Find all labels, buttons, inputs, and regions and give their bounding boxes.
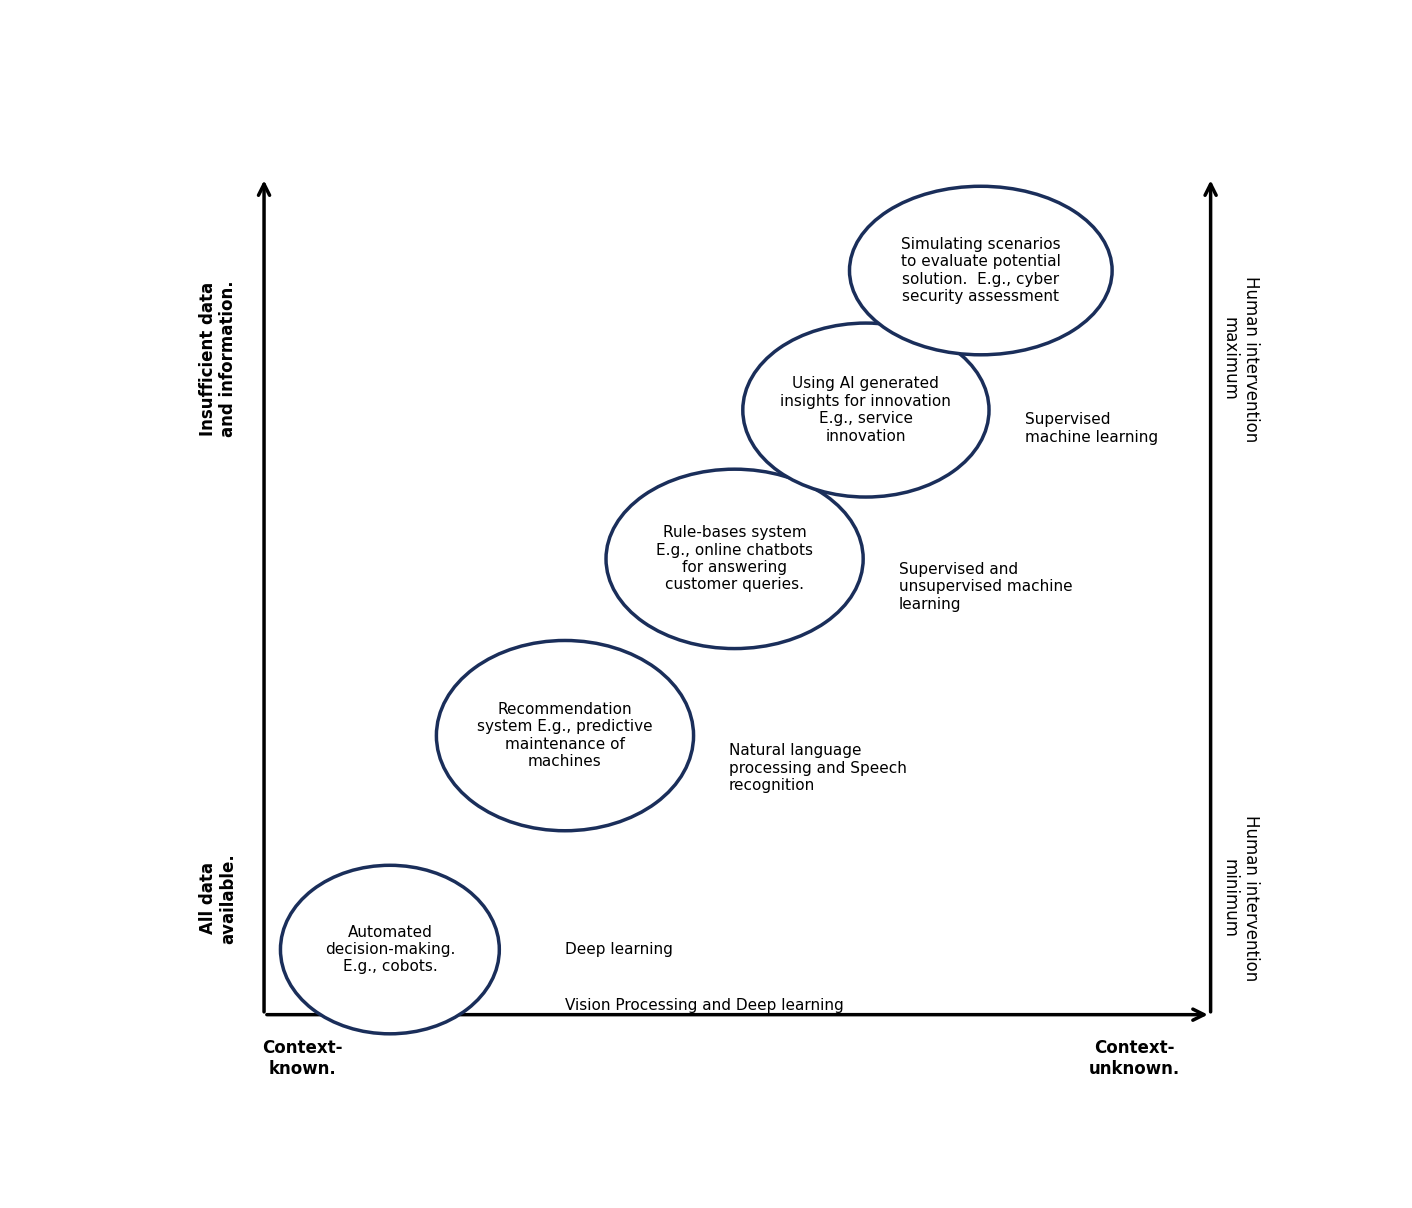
Text: Context-
unknown.: Context- unknown. xyxy=(1089,1039,1179,1078)
Text: Human intervention
minimum: Human intervention minimum xyxy=(1221,815,1260,982)
Text: Deep learning: Deep learning xyxy=(565,942,674,957)
Text: Human intervention
maximum: Human intervention maximum xyxy=(1221,275,1260,442)
Text: Simulating scenarios
to evaluate potential
solution.  E.g., cyber
security asses: Simulating scenarios to evaluate potenti… xyxy=(901,237,1060,304)
Ellipse shape xyxy=(850,186,1113,355)
Text: Rule-bases system
E.g., online chatbots
for answering
customer queries.: Rule-bases system E.g., online chatbots … xyxy=(657,525,813,592)
Text: Vision Processing and Deep learning: Vision Processing and Deep learning xyxy=(565,998,844,1012)
Ellipse shape xyxy=(606,469,863,649)
Text: Recommendation
system E.g., predictive
maintenance of
machines: Recommendation system E.g., predictive m… xyxy=(477,702,652,769)
Text: Insufficient data
and information.: Insufficient data and information. xyxy=(199,280,237,437)
Ellipse shape xyxy=(743,323,988,496)
Text: All data
available.: All data available. xyxy=(199,853,237,943)
Text: Using AI generated
insights for innovation
E.g., service
innovation: Using AI generated insights for innovati… xyxy=(781,377,952,443)
Ellipse shape xyxy=(436,640,693,831)
Text: Context-
known.: Context- known. xyxy=(263,1039,343,1078)
Ellipse shape xyxy=(281,865,500,1034)
Text: Automated
decision-making.
E.g., cobots.: Automated decision-making. E.g., cobots. xyxy=(325,924,455,975)
Text: Supervised
machine learning: Supervised machine learning xyxy=(1025,412,1158,445)
Text: Natural language
processing and Speech
recognition: Natural language processing and Speech r… xyxy=(729,743,907,794)
Text: Supervised and
unsupervised machine
learning: Supervised and unsupervised machine lear… xyxy=(899,562,1072,611)
